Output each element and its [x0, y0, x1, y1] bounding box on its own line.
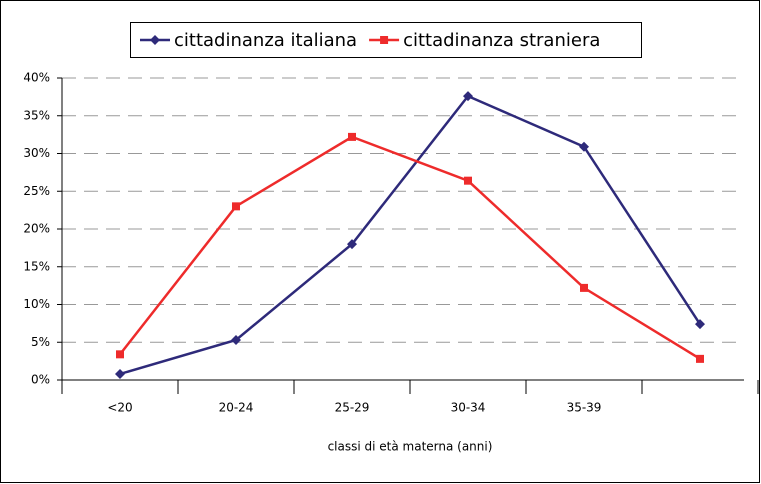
legend-label: cittadinanza straniera — [403, 30, 600, 51]
data-point — [348, 132, 356, 141]
data-point — [695, 319, 705, 330]
data-point — [116, 350, 124, 359]
series-line — [119, 135, 701, 360]
data-point — [347, 239, 357, 250]
x-axis-title: classi di età materna (anni) — [328, 440, 493, 454]
y-tick-label: 5% — [31, 335, 50, 349]
data-point — [696, 354, 704, 363]
y-tick-label: 0% — [31, 373, 50, 387]
data-point — [232, 202, 240, 211]
data-point — [115, 368, 125, 379]
y-tick-label: 15% — [23, 259, 50, 273]
data-point — [580, 283, 588, 292]
y-tick-label: 10% — [23, 297, 50, 311]
y-tick-label: 25% — [23, 184, 50, 198]
data-point — [231, 334, 241, 345]
y-tick-label: 40% — [23, 71, 50, 85]
y-tick-label: 20% — [23, 222, 50, 236]
x-tick-label: <20 — [107, 401, 132, 415]
legend: cittadinanza italiana cittadinanza strani… — [130, 22, 642, 58]
x-tick-label: 35-39 — [567, 401, 602, 415]
y-tick-label: 30% — [23, 146, 50, 160]
x-tick-label: 20-24 — [219, 401, 254, 415]
x-tick-label: 25-29 — [335, 401, 370, 415]
data-point — [464, 176, 472, 185]
data-point — [579, 141, 589, 152]
legend-marker — [150, 35, 160, 45]
series-line — [119, 94, 702, 376]
legend-marker — [380, 36, 389, 44]
x-tick-label: 30-34 — [451, 401, 486, 415]
data-point — [463, 91, 473, 102]
y-tick-label: 35% — [23, 108, 50, 122]
legend-label: cittadinanza italiana — [174, 30, 357, 51]
